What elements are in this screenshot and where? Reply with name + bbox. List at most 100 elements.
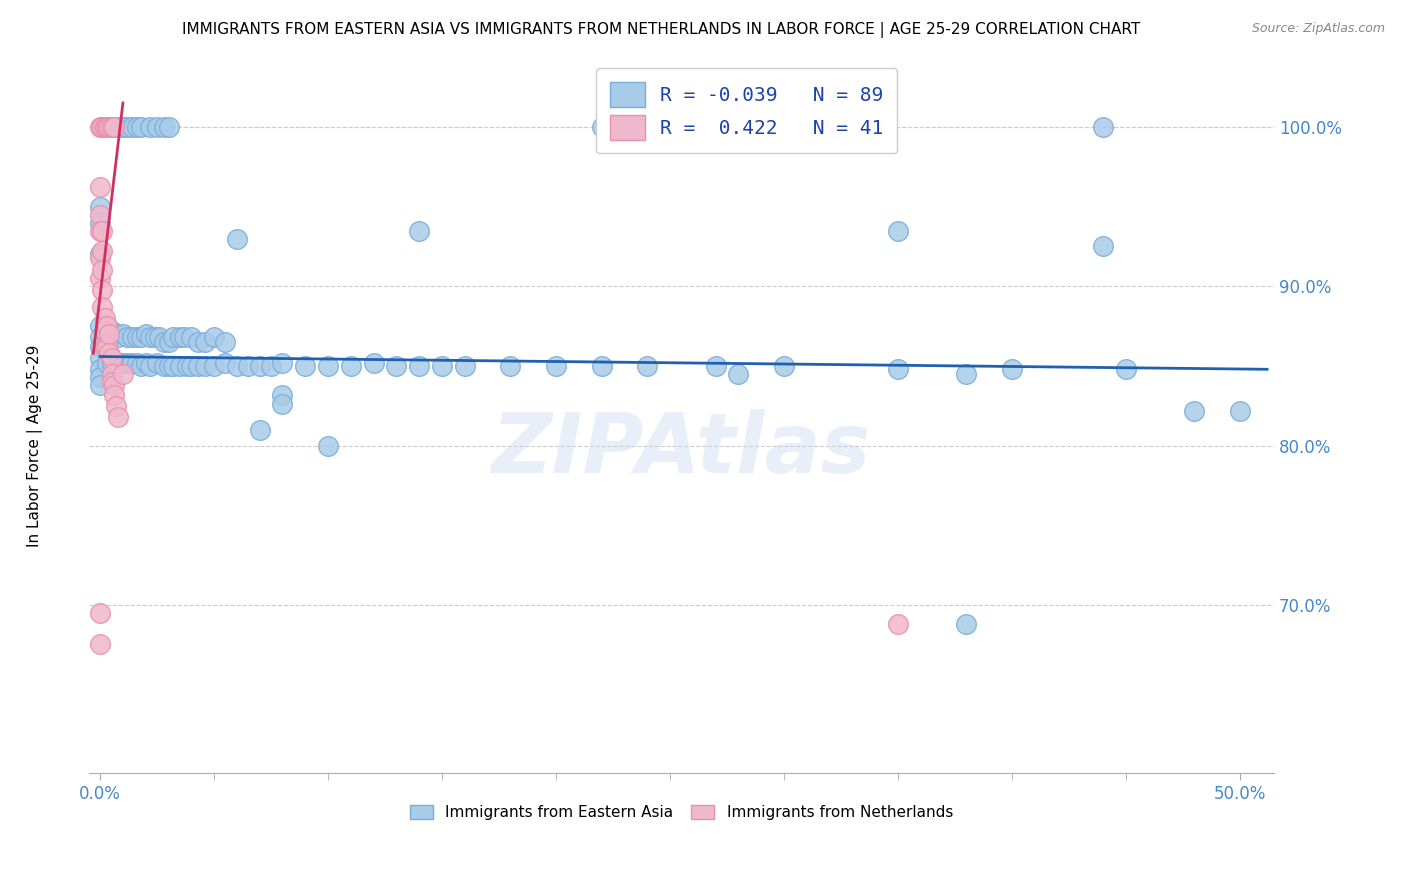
Point — [129, 120, 152, 134]
Point — [125, 120, 148, 134]
Point — [249, 359, 271, 373]
Point — [146, 356, 169, 370]
Point — [111, 327, 134, 342]
Point — [271, 388, 294, 402]
Point — [162, 330, 184, 344]
Point — [100, 120, 122, 134]
Point — [887, 223, 910, 237]
Point — [89, 636, 111, 650]
Point — [294, 359, 316, 373]
Point — [103, 378, 125, 392]
Point — [1091, 239, 1114, 253]
Point — [91, 120, 114, 134]
Point — [408, 359, 430, 373]
Point — [225, 231, 247, 245]
Point — [1091, 120, 1114, 134]
Point — [148, 330, 170, 344]
Point — [105, 356, 128, 370]
Point — [153, 335, 176, 350]
Point — [96, 319, 118, 334]
Point — [225, 359, 247, 373]
Point — [1182, 403, 1205, 417]
Point — [180, 359, 202, 373]
Point — [91, 244, 114, 259]
Point — [96, 120, 118, 134]
Point — [89, 370, 111, 384]
Point — [187, 359, 209, 373]
Point — [214, 356, 236, 370]
Point — [93, 311, 115, 326]
Point — [408, 223, 430, 237]
Point — [98, 346, 121, 360]
Point — [316, 359, 339, 373]
Point — [125, 330, 148, 344]
Point — [169, 330, 191, 344]
Point — [187, 335, 209, 350]
Point — [1115, 362, 1137, 376]
Point — [100, 324, 122, 338]
Text: Source: ZipAtlas.com: Source: ZipAtlas.com — [1251, 22, 1385, 36]
Point — [955, 617, 977, 632]
Point — [202, 330, 225, 344]
Point — [98, 327, 121, 342]
Point — [93, 324, 115, 338]
Point — [125, 356, 148, 370]
Point — [100, 367, 122, 381]
Point — [89, 340, 111, 354]
Point — [385, 359, 408, 373]
Point — [157, 359, 180, 373]
Point — [704, 359, 727, 373]
Point — [139, 120, 162, 134]
Point — [100, 356, 122, 370]
Point — [89, 378, 111, 392]
Point — [91, 120, 114, 134]
Point — [98, 120, 121, 134]
Point — [96, 356, 118, 370]
Point — [249, 423, 271, 437]
Point — [955, 367, 977, 381]
Point — [454, 359, 477, 373]
Point — [107, 330, 129, 344]
Point — [238, 359, 260, 373]
Point — [129, 359, 152, 373]
Point — [146, 120, 169, 134]
Point — [153, 359, 176, 373]
Point — [194, 359, 217, 373]
Point — [89, 247, 111, 261]
Point — [129, 330, 152, 344]
Point — [117, 120, 139, 134]
Point — [591, 359, 613, 373]
Point — [91, 283, 114, 297]
Point — [111, 120, 134, 134]
Point — [316, 439, 339, 453]
Legend: Immigrants from Eastern Asia, Immigrants from Netherlands: Immigrants from Eastern Asia, Immigrants… — [404, 799, 959, 826]
Point — [157, 120, 180, 134]
Point — [89, 200, 111, 214]
Point — [96, 319, 118, 334]
Point — [89, 351, 111, 365]
Text: ZIPAtlas: ZIPAtlas — [492, 409, 870, 491]
Point — [89, 180, 111, 194]
Point — [105, 327, 128, 342]
Point — [1001, 362, 1024, 376]
Point — [89, 251, 111, 265]
Text: IMMIGRANTS FROM EASTERN ASIA VS IMMIGRANTS FROM NETHERLANDS IN LABOR FORCE | AGE: IMMIGRANTS FROM EASTERN ASIA VS IMMIGRAN… — [181, 22, 1140, 38]
Point — [89, 120, 111, 134]
Point — [89, 362, 111, 376]
Point — [100, 351, 122, 365]
Point — [121, 330, 143, 344]
Point — [93, 120, 115, 134]
Point — [111, 356, 134, 370]
Point — [89, 216, 111, 230]
Point — [214, 335, 236, 350]
Point — [271, 356, 294, 370]
Point — [162, 359, 184, 373]
Point — [117, 330, 139, 344]
Point — [89, 319, 111, 334]
Point — [636, 359, 658, 373]
Point — [176, 359, 198, 373]
Point — [96, 340, 118, 354]
Point — [135, 356, 157, 370]
Point — [93, 120, 115, 134]
Point — [887, 617, 910, 632]
